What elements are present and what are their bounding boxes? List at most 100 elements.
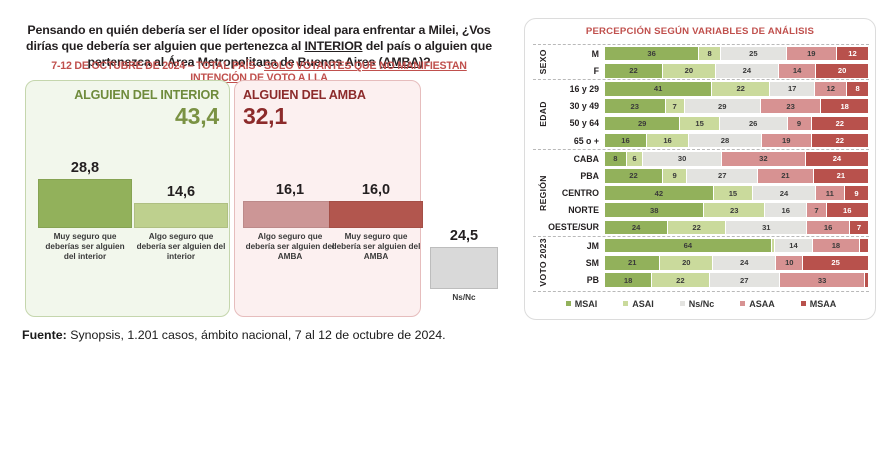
legend-item-msaa: MSAA <box>800 299 836 309</box>
row-label: CENTRO <box>561 188 599 199</box>
stack-segment-asai: 23 <box>704 203 765 218</box>
row-label: 50 y 64 <box>569 118 599 129</box>
stack-segment-asai: 20 <box>662 63 716 78</box>
amba-panel-total: 32,1 <box>243 103 287 129</box>
stack-segment-asai: 15 <box>713 186 754 200</box>
stacked-bar: 38 23 16 7 16 <box>605 203 869 218</box>
stack-segment-asai: 6 <box>626 151 644 166</box>
panel-alguien-del-interior: ALGUIEN DEL INTERIOR 43,4 28,8 Muy segur… <box>25 80 230 317</box>
stack-segment-msai: 24 <box>605 220 669 235</box>
stack-segment-nsnc: 27 <box>687 169 759 183</box>
stacked-bar: 42 15 24 11 9 <box>605 186 869 200</box>
stack-segment-msaa: 16 <box>826 203 869 218</box>
table-row: NORTE 38 23 16 7 16 <box>533 202 869 219</box>
bar-rect-algo-seguro-amba <box>243 200 337 228</box>
stack-segment-msaa <box>865 273 869 287</box>
stack-segment-msai: 42 <box>605 186 714 200</box>
stack-segment-nsnc: 25 <box>720 46 787 61</box>
stack-segment-msai: 64 <box>605 238 772 253</box>
table-row: PBA 22 9 27 21 21 <box>533 167 870 184</box>
row-label: NORTE <box>568 205 599 216</box>
stack-segment-msai: 16 <box>605 133 648 148</box>
stack-segment-asaa: 33 <box>779 273 866 287</box>
legend-swatch <box>679 301 685 307</box>
table-row: JM 64 14 18 <box>533 237 870 254</box>
stack-segment-msai: 41 <box>605 82 713 96</box>
row-label: PBA <box>580 170 599 181</box>
stack-segment-msaa <box>860 238 870 253</box>
legend-label: ASAA <box>749 298 775 309</box>
stack-segment-msaa: 20 <box>816 63 869 78</box>
stack-segment-asaa: 21 <box>758 169 814 183</box>
stack-segment-asai: 8 <box>699 46 721 61</box>
stack-segment-msaa: 8 <box>847 82 869 96</box>
stack-segment-msaa: 7 <box>849 220 869 235</box>
legend-swatch <box>565 301 571 307</box>
legend-swatch <box>740 301 746 307</box>
stack-segment-nsnc: 24 <box>713 256 777 270</box>
stack-segment-msai: 29 <box>605 116 681 131</box>
bar-caption-algo-seguro-amba: Algo seguro que debería ser alguien del … <box>245 232 335 261</box>
stacked-bar: 18 22 27 33 <box>605 273 869 287</box>
bar-value-muy-seguro-interior: 28,8 <box>70 160 100 177</box>
stack-segment-asaa: 19 <box>786 46 837 61</box>
stack-segment-nsnc: 17 <box>770 82 816 96</box>
stack-segment-msai: 22 <box>605 169 663 183</box>
stack-segment-asaa: 10 <box>776 256 804 270</box>
table-row: M 36 8 25 19 12 <box>533 45 869 62</box>
legend-item-asai: ASAI <box>623 299 654 309</box>
table-row: SM 21 20 24 10 25 <box>533 254 869 271</box>
bar-rect-muy-seguro-interior <box>38 179 132 228</box>
stack-segment-nsnc: 30 <box>643 151 722 166</box>
stack-segment-asaa: 16 <box>807 220 850 235</box>
legend-swatch <box>623 301 629 307</box>
stack-segment-nsnc: 16 <box>764 203 808 218</box>
bar-caption-ns-nc: Ns/Nc <box>452 293 476 302</box>
table-row: 30 y 49 23 7 29 23 18 <box>533 98 869 115</box>
row-label: SM <box>585 257 599 268</box>
stack-segment-msai: 18 <box>605 273 653 287</box>
stack-segment-msaa: 9 <box>844 186 869 200</box>
table-row: 65 o +16 16 28 19 22 <box>533 132 869 149</box>
amba-panel-label: ALGUIEN DEL AMBA <box>243 88 366 102</box>
group-edad: EDAD 16 y 29 41 22 17 12 8 30 y 49 23 7 29 23 18 50 y… <box>533 79 869 149</box>
stacked-bar: 24 22 31 16 7 <box>605 220 869 235</box>
stack-segment-msaa: 21 <box>813 169 870 183</box>
table-row: F 22 20 24 14 20 <box>533 62 869 79</box>
stack-segment-asaa: 19 <box>761 133 812 148</box>
bar-rect-algo-seguro-interior <box>134 203 228 228</box>
row-label: PB <box>586 275 599 286</box>
stack-segment-msaa: 18 <box>821 99 869 113</box>
group-label: SEXO <box>538 49 548 75</box>
row-label: OESTE/SUR <box>548 222 599 233</box>
legend-label: ASAI <box>632 298 654 309</box>
stack-segment-msaa: 24 <box>805 151 869 166</box>
stack-segment-nsnc: 24 <box>715 63 779 78</box>
interior-panel-total: 43,4 <box>175 103 219 129</box>
stack-segment-asai <box>771 238 776 253</box>
stack-segment-msai: 38 <box>605 203 705 218</box>
stack-segment-nsnc: 29 <box>684 99 761 113</box>
stacked-bar: 22 20 24 14 20 <box>605 63 869 78</box>
stack-segment-nsnc: 26 <box>719 116 788 131</box>
question-title-line3c: )? <box>419 55 431 70</box>
bar-algo-seguro-amba: 16,1 Algo seguro que debería ser alguien… <box>243 182 337 262</box>
bar-value-algo-seguro-interior: 14,6 <box>166 184 196 201</box>
stacked-bar: 64 14 18 <box>605 238 870 253</box>
bar-value-muy-seguro-amba: 16,0 <box>361 181 391 198</box>
bar-ns-nc: 24,5 Ns/Nc <box>430 228 498 303</box>
stack-segment-asaa: 32 <box>721 151 806 166</box>
legend-item-asaa: ASAA <box>740 299 775 309</box>
question-title-amba: AMBA <box>382 55 420 70</box>
question-title: Pensando en quién debería ser el líder o… <box>24 22 494 70</box>
row-label: CABA <box>573 153 599 164</box>
stack-segment-nsnc: 28 <box>689 133 762 148</box>
stacked-bar: 21 20 24 10 25 <box>605 256 869 270</box>
stack-segment-msai: 8 <box>605 151 627 166</box>
stacked-bar: 41 22 17 12 8 <box>605 82 869 96</box>
group-voto-2023: VOTO 2023 JM 64 14 18 SM 21 20 24 10 25 PB 18 22 27 33 <box>533 236 870 289</box>
stack-segment-asai: 9 <box>662 169 688 183</box>
question-title-line1: Pensando en quién debería ser el líder o… <box>27 23 491 37</box>
subtitle-date-scope: 7-12 DE OCTUBRE DE 2024 – TOTAL PAÍS - <box>51 60 265 72</box>
bar-value-ns-nc: 24,5 <box>449 228 479 245</box>
